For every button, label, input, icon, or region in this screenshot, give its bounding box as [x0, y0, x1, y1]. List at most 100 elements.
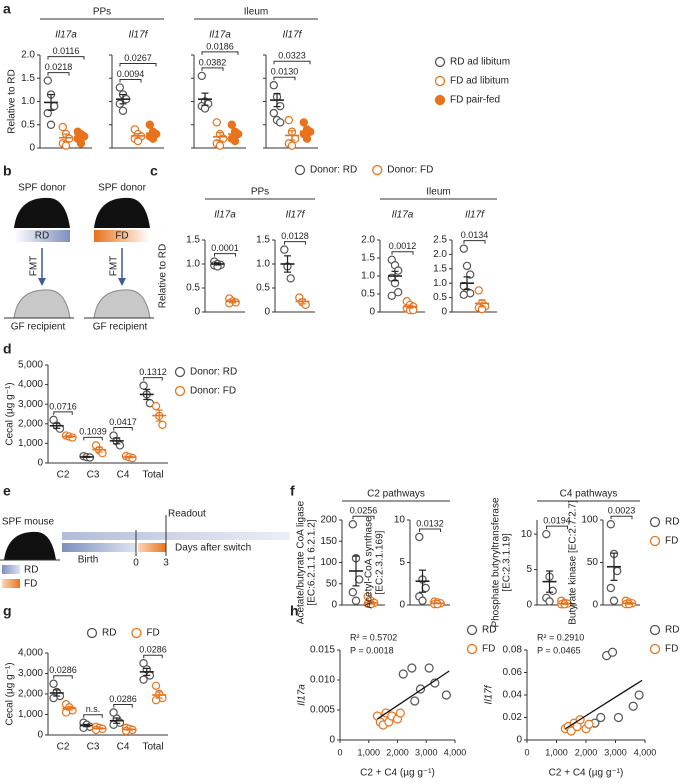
- data-point: [474, 286, 483, 295]
- significance-bracket: [214, 253, 236, 257]
- legend-marker: [649, 535, 661, 547]
- y-tick-label: 0.5: [433, 292, 447, 303]
- data-point: [197, 71, 206, 81]
- group-title: C4 pathways: [560, 489, 618, 500]
- y-tick-label: 2.0: [361, 235, 375, 246]
- significance-bracket: [83, 714, 103, 718]
- group-title: PPs: [93, 7, 111, 18]
- y-tick-label: 2,000: [18, 418, 43, 429]
- p-value: 0.0132: [416, 518, 444, 528]
- p-value: 0.0130: [271, 67, 299, 77]
- legend-label: Donor: FD: [387, 165, 433, 176]
- data-point: [158, 420, 167, 429]
- data-point: [421, 583, 430, 593]
- y-tick-label: 0.5: [21, 119, 35, 130]
- data-point: [227, 120, 236, 129]
- y-tick-label: 5: [526, 564, 532, 575]
- data-point: [542, 529, 551, 539]
- data-point: [76, 139, 86, 148]
- timeline-bar: [138, 543, 166, 552]
- significance-bracket: [463, 240, 486, 244]
- legend-label: FD ad libitum: [450, 76, 509, 87]
- y-tick-label: 0: [369, 307, 375, 318]
- y-tick-label: 1.0: [433, 278, 447, 289]
- y-tick-label: 1,000: [18, 438, 43, 449]
- data-point: [302, 134, 312, 143]
- y-axis-label: [EC:2.3.1.169]: [375, 530, 386, 594]
- x-tick-label: 0: [524, 747, 529, 757]
- legend-marker: [86, 627, 98, 639]
- legend-swatch: [2, 579, 20, 588]
- panel-label: f: [290, 483, 295, 499]
- p-value: 0.0716: [49, 401, 77, 411]
- x-tick-label: Total: [142, 742, 163, 753]
- significance-bracket: [113, 703, 133, 708]
- y-tick-label: 100: [320, 557, 337, 568]
- p-value: 0.0134: [461, 230, 489, 240]
- data-point: [459, 290, 468, 299]
- p-value: 0.0023: [608, 506, 636, 516]
- data-point: [139, 675, 148, 684]
- significance-bracket: [113, 427, 133, 431]
- legend-label: Donor: FD: [190, 386, 236, 397]
- data-point: [566, 726, 576, 736]
- x-tick-label: 2,000: [575, 747, 598, 757]
- y-axis-label: Relative to RD: [7, 69, 18, 133]
- y-tick-label: 2.0: [21, 50, 35, 61]
- y-tick-label: 0: [29, 143, 35, 154]
- legend-marker: [131, 627, 142, 639]
- data-point: [109, 720, 118, 729]
- p-value: 0.0286: [109, 694, 137, 704]
- data-point: [212, 118, 221, 127]
- x-tick-label: C3: [87, 742, 100, 753]
- diet-label: RD: [35, 231, 49, 242]
- data-point: [410, 696, 420, 706]
- y-tick-label: 1.5: [433, 263, 447, 274]
- p-value: 0.0186: [206, 41, 234, 51]
- x-tick-label: 1,000: [357, 747, 380, 757]
- x-tick-label: Total: [142, 470, 163, 481]
- data-point: [606, 520, 616, 529]
- panel-label: e: [3, 483, 11, 499]
- data-point: [407, 663, 417, 673]
- y-tick-label: 2.0: [433, 249, 447, 260]
- p-value: 0.1312: [139, 367, 167, 377]
- x-tick-label: C3: [87, 470, 100, 481]
- y-tick-label: 0: [194, 307, 200, 318]
- significance-bracket: [419, 528, 441, 532]
- p-value: 0.0323: [278, 51, 306, 61]
- p-value: 0.0256: [350, 506, 378, 516]
- day-label: 3: [163, 558, 169, 569]
- data-point: [584, 719, 594, 729]
- p-value: 0.0116: [53, 46, 80, 56]
- legend-label: FD: [665, 644, 678, 655]
- group-title: Ileum: [244, 7, 268, 18]
- y-axis-label: Cecal (µg g⁻¹): [5, 382, 16, 445]
- group-title: Ileum: [426, 187, 450, 198]
- y-tick-label: 0: [331, 600, 337, 611]
- diet-bar: [14, 230, 70, 242]
- data-point: [46, 120, 56, 129]
- y-tick-label: 0: [516, 735, 522, 746]
- significance-bracket: [119, 63, 157, 67]
- legend-label: RD: [665, 517, 679, 528]
- data-point: [43, 76, 53, 85]
- x-tick-label: C2: [57, 742, 70, 753]
- data-point: [115, 441, 125, 450]
- y-tick-label: 1.5: [21, 73, 35, 84]
- legend-label: FD pair-fed: [450, 95, 500, 106]
- panel-label: b: [3, 163, 12, 179]
- data-point: [607, 647, 618, 657]
- legend-marker: [434, 75, 446, 87]
- y-tick-label: 0.005: [310, 705, 335, 716]
- p-value: 0.0218: [45, 62, 73, 72]
- y-axis-label: [EC:6.2.1.1 6.2.1.2]: [307, 519, 318, 605]
- data-point: [151, 681, 161, 691]
- p-value: 0.0286: [49, 665, 77, 675]
- donor-label: SPF donor: [98, 183, 146, 194]
- legend-label: RD: [102, 628, 116, 639]
- x-tick-label: 4,000: [634, 747, 657, 757]
- y-axis-label: Butyrate kinase [EC:2.7.2.7]: [568, 500, 579, 625]
- r-squared: R² = 0.5702: [350, 632, 397, 642]
- data-point: [58, 122, 68, 132]
